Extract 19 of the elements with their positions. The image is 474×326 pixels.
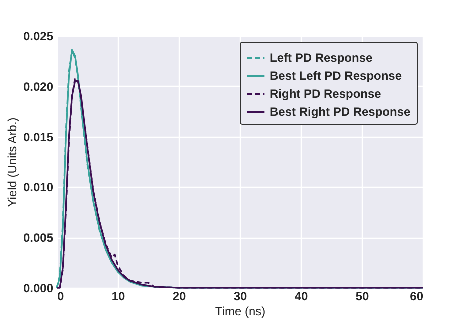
y-axis-title: Yield (Units Arb.): [5, 118, 20, 208]
x-tick-label: 30: [234, 290, 248, 304]
legend-label: Best Left PD Response: [270, 69, 402, 83]
legend-label: Right PD Response: [270, 87, 382, 101]
x-tick-label: 0: [58, 290, 64, 304]
x-tick-label: 40: [294, 290, 308, 304]
legend-label: Left PD Response: [270, 51, 374, 65]
x-tick-label: 20: [172, 290, 186, 304]
y-tick-label: 0.010: [23, 180, 54, 195]
legend-label: Best Right PD Response: [270, 105, 412, 119]
y-tick-label: 0.015: [23, 130, 54, 144]
y-tick-label: 0.020: [23, 80, 54, 94]
y-tick-label: 0.005: [23, 231, 54, 246]
x-tick-label: 10: [112, 290, 126, 304]
y-tick-label: 0.025: [23, 30, 54, 44]
x-tick-label: 50: [356, 290, 370, 304]
x-tick-label: 60: [410, 290, 424, 304]
y-tick-label: 0.000: [23, 282, 54, 296]
x-axis-title: Time (ns): [215, 304, 266, 318]
